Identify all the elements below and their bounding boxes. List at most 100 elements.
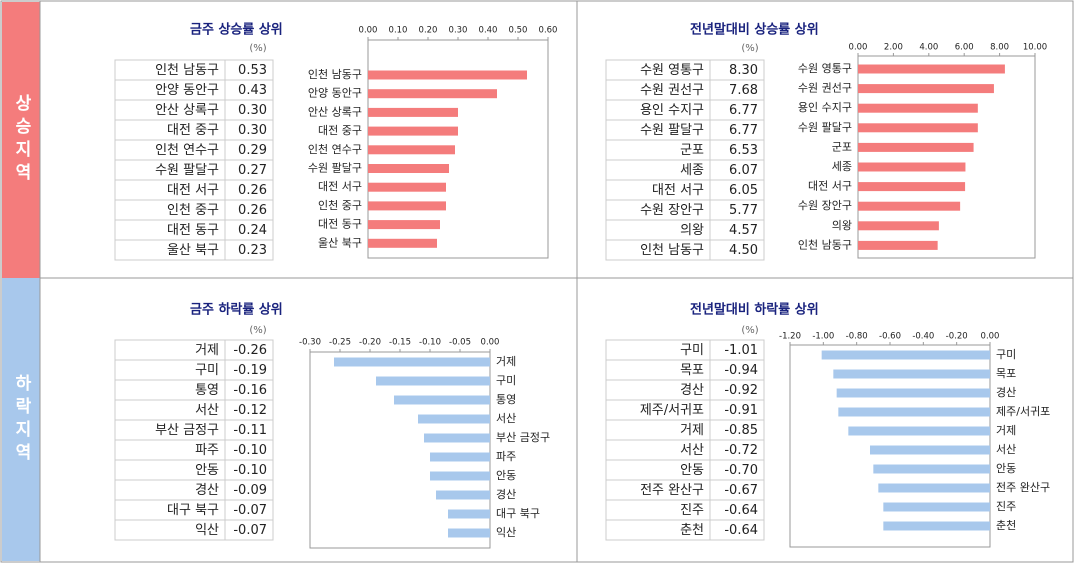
change-rate: 0.23 (238, 243, 267, 258)
bar (368, 182, 446, 192)
change-rate: -0.64 (724, 523, 758, 538)
bar (858, 240, 938, 250)
category-label: 인천 남동구 (798, 237, 852, 251)
category-label: 경산 (996, 386, 1016, 399)
change-rate: 0.30 (238, 103, 267, 118)
change-rate: 0.27 (238, 163, 267, 178)
region-name: 통영 (195, 383, 219, 398)
region-name: 용인 수지구 (640, 103, 704, 118)
category-label: 대전 서구 (808, 180, 852, 193)
bar (368, 89, 497, 99)
change-rate: 6.77 (729, 103, 758, 118)
region-name: 안동 (195, 463, 219, 478)
category-label: 진주 (996, 500, 1016, 513)
bar (418, 414, 490, 424)
category-label: 거제 (996, 424, 1016, 437)
change-rate: -0.16 (233, 383, 267, 398)
category-label: 대구 북구 (496, 507, 540, 520)
x-tick-label: -0.10 (419, 338, 441, 348)
change-rate: 0.24 (238, 223, 267, 238)
region-name: 대구 북구 (167, 503, 219, 518)
region-name: 군포 (680, 143, 704, 158)
change-rate: -0.91 (724, 403, 758, 418)
region-name: 수원 팔달구 (155, 163, 219, 178)
x-tick-label: -0.25 (329, 338, 351, 348)
region-name: 의왕 (680, 223, 704, 238)
change-rate: 8.30 (729, 63, 758, 78)
region-name: 대전 동구 (167, 223, 219, 238)
region-name: 거제 (195, 343, 219, 358)
change-rate: -1.01 (724, 343, 758, 358)
category-label: 전주 완산구 (996, 481, 1050, 494)
change-rate: -0.72 (724, 443, 758, 458)
x-tick-label: 10.00 (1023, 43, 1047, 53)
region-name: 울산 북구 (167, 243, 219, 258)
x-tick-label: 0.60 (539, 26, 558, 36)
bar (858, 221, 939, 231)
panel-title: 전년말대비 상승률 상위 (690, 22, 819, 38)
change-rate: -0.10 (233, 443, 267, 458)
x-tick-label: 0.00 (359, 26, 378, 36)
region-name: 안산 상록구 (155, 103, 219, 118)
bar (368, 126, 458, 136)
bar (368, 70, 527, 80)
x-tick-label: 0.50 (509, 26, 528, 36)
change-rate: 7.68 (729, 83, 758, 98)
x-tick-label: -0.40 (912, 332, 934, 342)
category-label: 수원 권선구 (798, 82, 852, 95)
change-rate: -0.07 (233, 523, 267, 538)
category-label: 수원 팔달구 (308, 162, 362, 175)
category-label: 수원 팔달구 (798, 121, 852, 134)
change-rate: -0.67 (724, 483, 758, 498)
table-cell (224, 239, 274, 261)
category-label: 대전 동구 (318, 218, 362, 231)
category-label: 인천 연수구 (308, 142, 362, 156)
region-name: 서산 (195, 403, 219, 418)
change-rate: 0.26 (238, 203, 267, 218)
category-label: 경산 (496, 488, 516, 501)
bar (833, 369, 990, 379)
region-name: 수원 장안구 (640, 203, 704, 218)
change-rate: -0.19 (233, 363, 267, 378)
bar (368, 145, 455, 155)
table-cell (709, 519, 765, 541)
unit-label: (%) (741, 325, 758, 336)
bar (821, 350, 990, 360)
x-tick-label: -1.00 (812, 332, 834, 342)
change-rate: 6.77 (729, 123, 758, 138)
region-name: 진주 (680, 503, 704, 518)
change-rate: -0.94 (724, 363, 758, 378)
category-label: 대전 중구 (318, 124, 362, 137)
x-tick-label: 0.00 (481, 338, 500, 348)
region-name: 전주 완산구 (640, 483, 704, 498)
bar (368, 164, 449, 173)
category-label: 구미 (996, 348, 1016, 361)
category-label: 익산 (496, 526, 516, 539)
category-label: 제주/서귀포 (996, 405, 1050, 418)
bar (838, 407, 990, 417)
x-tick-label: -0.60 (879, 332, 901, 342)
bar (448, 528, 490, 538)
change-rate: 4.50 (729, 243, 758, 258)
bar (368, 201, 446, 211)
change-rate: 6.05 (729, 183, 758, 198)
region-name: 안동 (680, 463, 704, 478)
category-label: 안동 (996, 462, 1016, 475)
region-name: 목포 (680, 363, 704, 378)
change-rate: 0.29 (238, 143, 267, 158)
bar (858, 64, 1005, 74)
bar (424, 433, 490, 443)
bar (436, 490, 490, 500)
bar (836, 388, 990, 398)
bar (394, 395, 490, 405)
bar (368, 220, 440, 230)
panel-title: 금주 상승률 상위 (190, 23, 283, 38)
category-label: 군포 (832, 140, 852, 153)
x-tick-label: -0.05 (449, 338, 471, 348)
bar (858, 201, 961, 211)
category-label: 울산 북구 (318, 236, 362, 249)
region-name: 세종 (680, 163, 704, 178)
region-name: 거제 (680, 423, 704, 438)
x-tick-label: -0.20 (946, 332, 968, 342)
category-label: 서산 (996, 443, 1016, 456)
